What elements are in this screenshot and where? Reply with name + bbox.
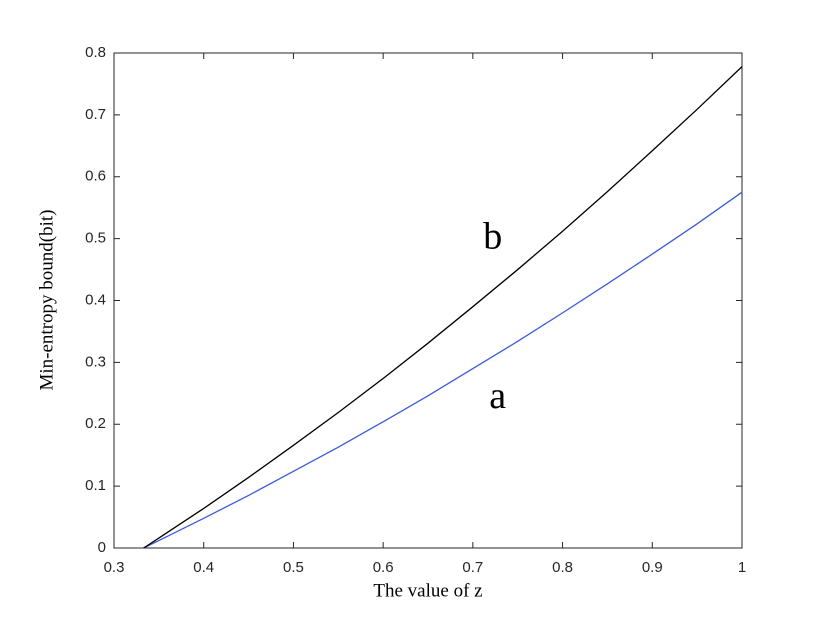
x-tick-label: 0.5 [283,559,304,576]
y-tick-label: 0.3 [85,353,106,370]
curve-label: b [483,215,502,257]
x-tick-label: 0.6 [373,559,394,576]
y-tick-label: 0.8 [85,44,106,61]
x-tick-label: 1 [738,559,746,576]
line-series [143,191,743,549]
y-tick-label: 0.4 [85,291,106,308]
x-tick-label: 0.4 [193,559,214,576]
y-tick-label: 0.7 [85,106,106,123]
y-axis-label: Min-entropy bound(bit) [36,209,57,390]
y-tick-label: 0.1 [85,477,106,494]
x-tick-label: 0.7 [462,559,483,576]
y-tick-label: 0.6 [85,168,106,185]
x-axis-label: The value of z [373,580,482,601]
y-tick-label: 0 [98,539,106,556]
x-tick-label: 0.3 [104,559,125,576]
x-tick-label: 0.8 [552,559,573,576]
y-tick-label: 0.2 [85,415,106,432]
plot-frame [113,52,743,549]
curve-label: a [489,375,506,417]
y-tick-label: 0.5 [85,230,106,247]
line-series [143,66,743,549]
x-tick-label: 0.9 [642,559,663,576]
